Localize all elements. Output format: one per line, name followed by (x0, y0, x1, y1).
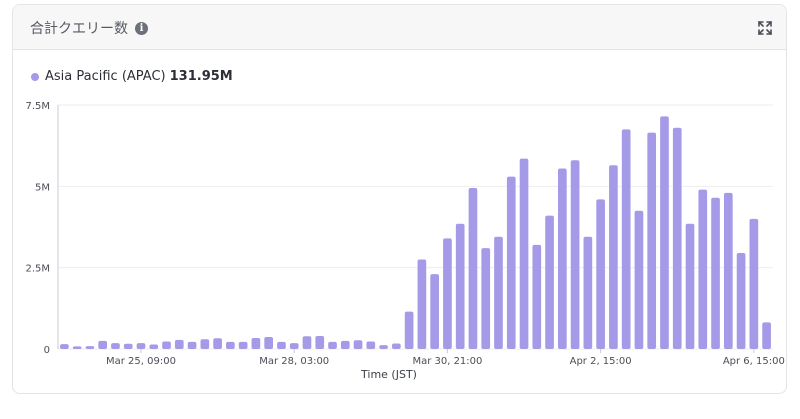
bar[interactable] (545, 215, 554, 349)
bar[interactable] (455, 223, 465, 349)
x-tick-label: Apr 6, 15:00 (723, 356, 785, 367)
bar[interactable] (749, 218, 759, 349)
bars-layer (60, 116, 771, 350)
query-count-card: 合計クエリー数 i Asia Pacific (APAC) 131.95M (12, 4, 787, 394)
expand-icon[interactable] (758, 20, 772, 35)
bar[interactable] (366, 341, 376, 349)
card-header: 合計クエリー数 i (13, 5, 786, 50)
bar[interactable] (672, 127, 682, 350)
bar[interactable] (404, 311, 414, 349)
bar[interactable] (762, 322, 771, 349)
bar[interactable] (289, 343, 299, 349)
bar[interactable] (660, 116, 669, 349)
y-tick-layer: 0 2.5M 5M 7.5M (25, 101, 50, 356)
bar[interactable] (162, 341, 171, 349)
bar[interactable] (174, 339, 184, 349)
bar[interactable] (532, 244, 542, 349)
bar[interactable] (72, 346, 82, 349)
bar[interactable] (736, 253, 746, 349)
bar[interactable] (136, 343, 146, 349)
chart-legend: Asia Pacific (APAC) 131.95M (31, 69, 233, 84)
legend-swatch (31, 72, 39, 81)
x-tick-label: Mar 30, 21:00 (412, 356, 482, 367)
bar[interactable] (264, 336, 274, 349)
bar[interactable] (506, 176, 516, 349)
bar[interactable] (468, 187, 478, 349)
y-tick-label: 5M (35, 182, 50, 193)
bar[interactable] (85, 346, 95, 349)
bar[interactable] (621, 129, 631, 349)
bar[interactable] (251, 337, 261, 349)
x-tick-layer: Mar 25, 09:00 Mar 28, 03:00 Mar 30, 21:00 A… (106, 349, 785, 367)
info-icon[interactable]: i (135, 21, 148, 35)
bar[interactable] (123, 343, 133, 349)
y-tick-label: 7.5M (25, 101, 50, 112)
bar[interactable] (557, 168, 567, 349)
bar[interactable] (634, 210, 644, 349)
bar[interactable] (711, 197, 720, 349)
bar[interactable] (392, 343, 401, 349)
bar[interactable] (111, 343, 120, 349)
bar[interactable] (200, 339, 210, 349)
bar[interactable] (430, 274, 439, 349)
bar[interactable] (277, 341, 286, 349)
bar[interactable] (149, 344, 159, 349)
legend-series-name: Asia Pacific (APAC) (45, 69, 166, 84)
bar[interactable] (596, 199, 605, 349)
bar[interactable] (647, 132, 657, 349)
bar[interactable] (417, 259, 427, 349)
bar[interactable] (609, 165, 618, 349)
bar[interactable] (698, 189, 708, 349)
bar[interactable] (328, 341, 337, 349)
bar[interactable] (685, 223, 695, 349)
x-tick-label: Mar 25, 09:00 (106, 356, 176, 367)
card-title: 合計クエリー数 i (30, 18, 148, 38)
bar[interactable] (213, 338, 222, 349)
bar[interactable] (60, 344, 69, 349)
bar[interactable] (481, 248, 491, 349)
bar[interactable] (340, 340, 350, 349)
bar[interactable] (353, 340, 363, 349)
card-title-text: 合計クエリー数 (30, 21, 128, 37)
bar[interactable] (302, 336, 312, 349)
y-tick-label: 2.5M (25, 264, 50, 275)
bar[interactable] (238, 341, 248, 349)
x-tick-label: Mar 28, 03:00 (259, 356, 329, 367)
bar[interactable] (583, 236, 593, 349)
bar[interactable] (570, 160, 580, 349)
bar[interactable] (226, 341, 235, 349)
bar[interactable] (98, 340, 108, 349)
bar[interactable] (519, 158, 529, 349)
bar[interactable] (379, 345, 388, 349)
bar[interactable] (443, 238, 452, 349)
bar[interactable] (723, 192, 733, 349)
legend-total: 131.95M (169, 69, 233, 84)
bar[interactable] (494, 236, 503, 349)
bar[interactable] (315, 335, 325, 349)
y-tick-label: 0 (44, 345, 50, 356)
x-tick-label: Apr 2, 15:00 (570, 356, 632, 367)
x-axis-title: Time (JST) (360, 368, 417, 381)
bar[interactable] (187, 341, 197, 349)
